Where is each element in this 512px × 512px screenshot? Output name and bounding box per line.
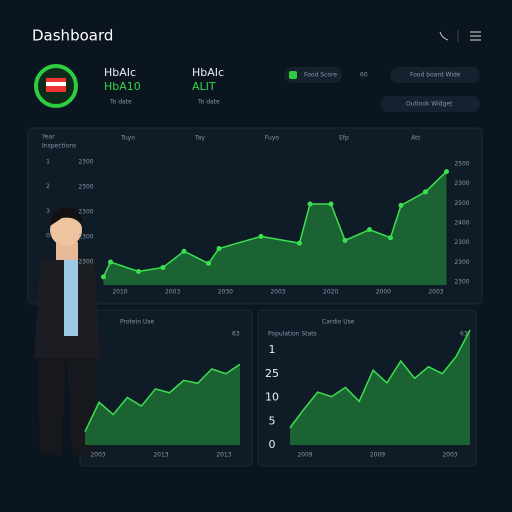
axis-label: 2300	[78, 159, 93, 166]
title: Dashboard	[32, 27, 113, 45]
legend: Year	[41, 134, 55, 141]
button[interactable]	[284, 67, 342, 83]
axis-label: Fuyo	[265, 135, 279, 142]
axis-label: 2000	[376, 289, 391, 296]
axis-label: Tuyo	[120, 135, 135, 142]
axis-label: 5	[269, 414, 276, 427]
axis-label: Atc	[411, 135, 421, 142]
point	[258, 233, 264, 239]
panel-title: Protein Use	[120, 319, 154, 326]
person	[34, 207, 100, 455]
point	[328, 201, 334, 207]
axis-label: 2009	[370, 452, 385, 459]
axis-label: 0	[269, 438, 276, 451]
panel-title: Cardio Use	[322, 319, 355, 326]
axis-label: 0	[46, 233, 50, 240]
panel-badge: 63	[460, 331, 468, 338]
point	[206, 260, 211, 266]
axis-label: 2300	[454, 239, 469, 246]
kpi-note: To date	[109, 99, 132, 106]
axis-label: Tay	[194, 135, 205, 142]
phone-icon[interactable]	[439, 31, 449, 41]
point	[216, 246, 222, 252]
axis-label: 2300	[454, 259, 469, 266]
axis-label: 2020	[323, 289, 338, 296]
area	[103, 171, 447, 285]
axis-label: 1	[46, 159, 50, 166]
axis-label: 2003	[442, 452, 457, 459]
button-label[interactable]: 60	[360, 72, 368, 79]
axis-label: 2400	[454, 220, 469, 227]
point	[342, 237, 348, 243]
axis-label: 2	[46, 183, 50, 190]
axis-label: 2500	[454, 200, 469, 207]
point	[297, 240, 302, 246]
point	[423, 189, 428, 195]
point	[160, 264, 166, 270]
axis-label: 2030	[218, 289, 233, 296]
point	[108, 259, 113, 265]
axis-label: 2003	[428, 289, 443, 296]
axis-label: 2013	[153, 452, 168, 459]
button-icon	[289, 71, 297, 79]
axis-label: 2003	[270, 289, 285, 296]
menu-icon[interactable]	[470, 31, 481, 41]
axis-label: 3	[46, 208, 50, 215]
button-label: Outlook Widget	[406, 101, 453, 108]
axis-label: 2009	[297, 452, 312, 459]
point	[181, 248, 187, 254]
point	[444, 169, 449, 175]
point	[136, 269, 141, 274]
button[interactable]	[390, 67, 480, 83]
kpi-value: HbA10	[104, 80, 141, 93]
axis-label: 2300	[78, 184, 93, 191]
kpi-label: HbAIc	[192, 66, 224, 79]
axis-label: 2010	[112, 289, 127, 296]
panel-badge: 63	[232, 331, 240, 338]
line	[84, 363, 241, 433]
area	[290, 330, 470, 445]
axis-label: 2500	[454, 161, 469, 168]
axis-label: 2300	[78, 234, 93, 241]
point	[398, 202, 404, 208]
axis-label: 2013	[216, 452, 231, 459]
area	[85, 364, 240, 445]
axis-label: 25	[265, 367, 279, 380]
button-label: Food board Wide	[410, 72, 461, 79]
axis-label: 2003	[90, 452, 105, 459]
button-label: Food Score	[304, 72, 337, 79]
point	[307, 201, 313, 207]
kpi-icon-band	[46, 82, 66, 86]
point	[101, 274, 106, 280]
point	[367, 227, 372, 233]
subtitle: Inspections	[42, 143, 76, 150]
kpi-note: To date	[197, 99, 220, 106]
panel-subtitle: Population Stats	[268, 331, 317, 338]
line	[289, 329, 471, 429]
axis-label: 2300	[78, 259, 93, 266]
axis-label: 2300	[454, 279, 469, 286]
button[interactable]	[380, 96, 480, 112]
kpi-label: HbAIc	[104, 66, 136, 79]
axis-label: 10	[265, 391, 279, 404]
axis-label: 2300	[78, 209, 93, 216]
axis-label: 1	[269, 343, 276, 356]
axis-label: Efp	[339, 135, 349, 142]
axis-label: 2300	[454, 180, 469, 187]
point	[388, 235, 393, 241]
kpi-value: ALIT	[192, 80, 216, 93]
axis-label: 2003	[165, 289, 180, 296]
